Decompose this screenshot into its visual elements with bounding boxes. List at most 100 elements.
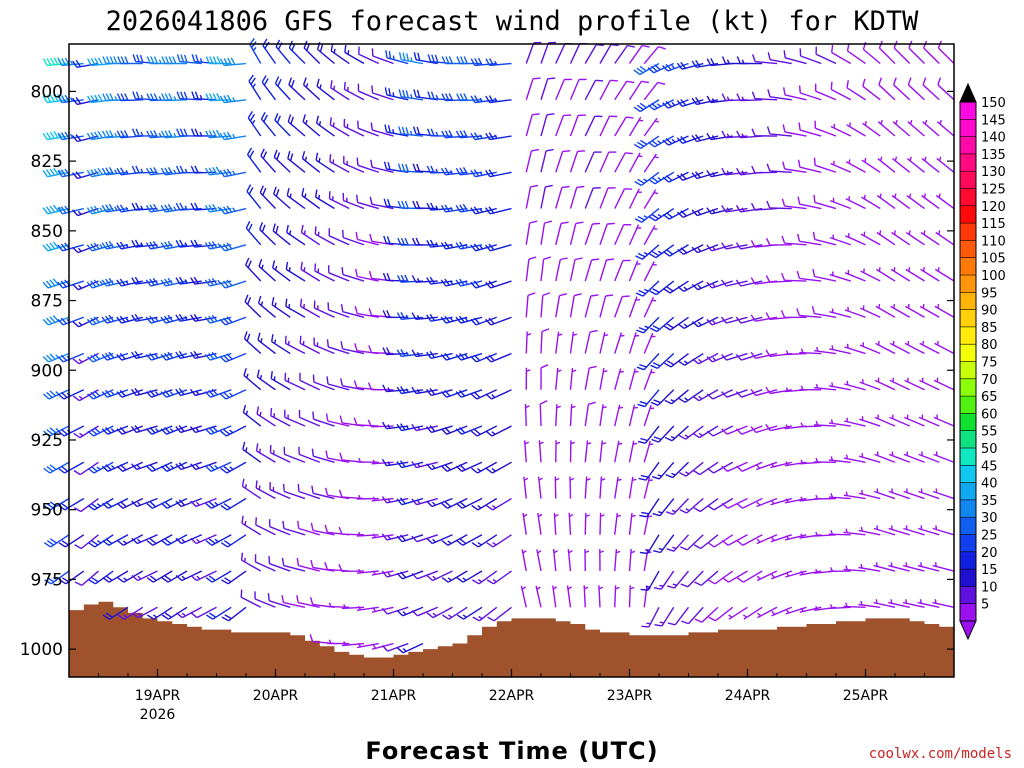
barb-half-feather: [464, 354, 469, 359]
barb-shaft: [830, 88, 852, 101]
barb-half-feather: [58, 206, 63, 211]
barb-feather: [462, 167, 468, 175]
barb-shaft: [283, 564, 306, 572]
wind-barb: [145, 389, 173, 398]
barb-shaft: [645, 461, 660, 481]
barb-shaft: [628, 476, 634, 499]
barb-feather: [208, 464, 215, 471]
barb-shaft: [525, 295, 529, 318]
wind-barb: [86, 316, 114, 326]
barb-half-feather: [571, 405, 576, 409]
barb-feather: [706, 207, 712, 215]
barb-feather: [46, 169, 52, 177]
barb-feather: [124, 56, 129, 64]
wind-barb: [313, 300, 335, 318]
barb-feather: [427, 91, 432, 99]
barb-feather: [105, 130, 111, 138]
barb-feather: [416, 163, 421, 172]
wind-barb: [426, 606, 453, 619]
wind-barb: [44, 570, 70, 585]
barb-half-feather: [697, 210, 702, 215]
colorbar-cell: [960, 465, 976, 484]
barb-half-feather: [908, 267, 911, 272]
barb-shaft: [432, 570, 453, 582]
barb-feather: [721, 279, 727, 287]
barb-shaft: [475, 244, 497, 252]
barb-feather: [750, 314, 756, 322]
barb-feather: [404, 237, 409, 246]
colorbar-cell: [960, 292, 976, 311]
barb-feather: [319, 44, 324, 52]
barb-shaft: [259, 192, 277, 210]
barb-feather: [473, 95, 480, 103]
barb-shaft: [829, 348, 851, 355]
barb-shaft: [904, 379, 925, 391]
barb-feather: [258, 258, 263, 267]
barb-feather: [190, 463, 197, 470]
barb-feather: [167, 277, 174, 285]
barb-shaft: [298, 490, 320, 500]
barb-shaft: [784, 352, 807, 356]
barb-feather: [314, 263, 317, 272]
barb-feather: [470, 393, 478, 400]
barb-shaft: [358, 53, 380, 65]
barb-feather: [636, 67, 644, 74]
barb-half-feather: [616, 514, 622, 518]
barb-half-feather: [876, 525, 879, 530]
y-tick-label: 875: [31, 292, 63, 312]
barb-half-feather: [305, 83, 309, 88]
wind-barb: [598, 585, 604, 608]
barb-shaft: [300, 268, 321, 282]
barb-shaft: [344, 88, 365, 101]
wind-barb: [525, 367, 531, 390]
barb-shaft: [194, 171, 217, 174]
barb-shaft: [843, 457, 866, 463]
barb-feather: [204, 205, 211, 213]
barb-feather: [204, 279, 211, 287]
barb-half-feather: [922, 303, 925, 309]
barb-shaft: [740, 244, 763, 250]
barb-feather: [45, 206, 52, 214]
barb-feather: [637, 403, 646, 408]
barb-feather: [167, 203, 173, 212]
wind-barb: [875, 303, 896, 318]
barb-feather: [440, 167, 447, 176]
barb-feather: [223, 503, 231, 509]
wind-barb: [614, 224, 632, 246]
barb-feather: [175, 612, 183, 619]
barb-half-feather: [800, 533, 804, 538]
barb-shaft: [891, 194, 911, 210]
barb-shaft: [227, 534, 247, 548]
barb-feather: [257, 332, 261, 341]
barb-feather: [388, 51, 392, 59]
barb-feather: [649, 290, 657, 296]
barb-feather: [243, 368, 247, 376]
barb-feather: [488, 206, 495, 214]
barb-feather: [94, 94, 100, 102]
wind-barb: [652, 498, 675, 517]
barb-feather: [653, 587, 662, 590]
barb-feather: [90, 503, 98, 509]
barb-half-feather: [136, 464, 141, 469]
barb-feather: [61, 428, 68, 435]
barb-feather: [937, 77, 942, 86]
wind-barb: [370, 159, 394, 173]
barb-feather: [354, 343, 358, 351]
barb-shaft: [317, 48, 335, 65]
colorbar-cell: [960, 205, 976, 224]
barb-feather: [381, 645, 389, 652]
barb-feather: [290, 116, 294, 125]
barb-shaft: [401, 133, 424, 137]
wind-barb: [204, 203, 232, 213]
barb-half-feather: [462, 577, 467, 581]
barb-feather: [105, 612, 113, 618]
barb-shaft: [460, 171, 483, 176]
wind-barb: [569, 150, 586, 173]
barb-feather: [562, 150, 571, 153]
barb-shaft: [712, 425, 734, 437]
barb-feather: [440, 205, 447, 213]
barb-feather: [221, 579, 229, 585]
barb-feather: [444, 352, 451, 360]
barb-feather: [57, 207, 63, 215]
barb-feather: [46, 132, 52, 140]
